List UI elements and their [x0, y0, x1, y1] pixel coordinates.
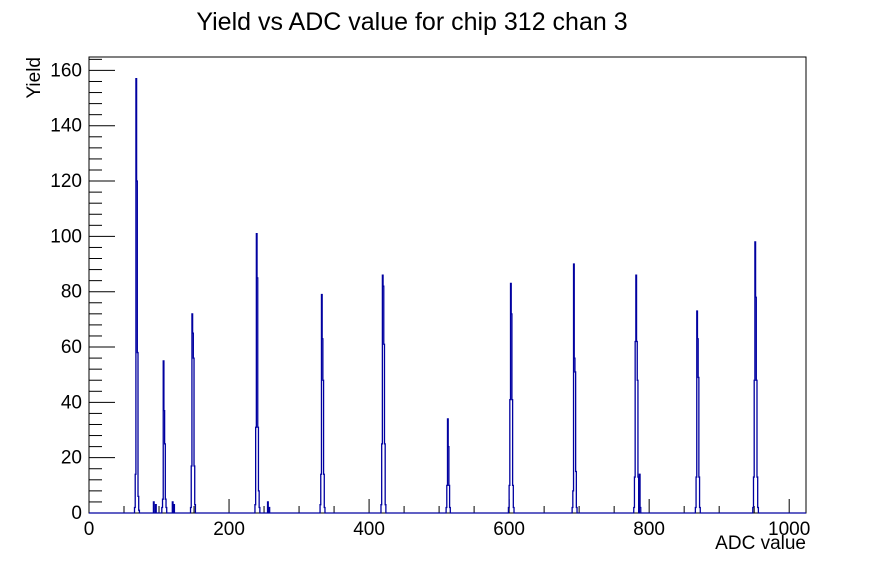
y-tick-label: 0 [71, 503, 82, 524]
x-tick-label: 200 [213, 519, 245, 540]
x-tick-label: 0 [84, 519, 95, 540]
y-tick-label: 160 [50, 60, 82, 81]
y-tick-label: 80 [61, 282, 82, 303]
x-tick-label: 800 [633, 519, 665, 540]
x-tick-label: 400 [353, 519, 385, 540]
y-tick-label: 100 [50, 226, 82, 247]
y-tick-label: 60 [61, 337, 82, 358]
plot-frame [88, 56, 807, 514]
chart-title: Yield vs ADC value for chip 312 chan 3 [196, 8, 627, 36]
histogram-line [89, 78, 806, 514]
y-tick-label: 40 [61, 392, 82, 413]
y-axis-title: Yield [24, 57, 45, 99]
y-tick-label: 20 [61, 448, 82, 469]
x-tick-label: 1000 [768, 519, 810, 540]
y-tick-label: 140 [50, 116, 82, 137]
x-tick-label: 600 [493, 519, 525, 540]
y-tick-label: 120 [50, 171, 82, 192]
x-axis-title: ADC value [715, 533, 806, 554]
